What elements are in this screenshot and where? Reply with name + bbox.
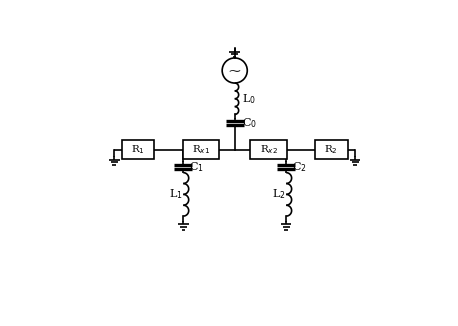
FancyBboxPatch shape (251, 140, 287, 159)
FancyBboxPatch shape (122, 140, 154, 159)
Text: R$_2$: R$_2$ (324, 143, 338, 156)
Text: R$_{x2}$: R$_{x2}$ (260, 143, 278, 156)
Text: L$_2$: L$_2$ (273, 187, 286, 201)
Text: R$_{x1}$: R$_{x1}$ (192, 143, 210, 156)
Text: C$_1$: C$_1$ (189, 160, 204, 174)
Text: ~: ~ (228, 62, 242, 79)
Text: L$_1$: L$_1$ (169, 187, 183, 201)
Text: C$_0$: C$_0$ (242, 116, 257, 130)
FancyBboxPatch shape (315, 140, 348, 159)
FancyBboxPatch shape (183, 140, 219, 159)
Text: R$_1$: R$_1$ (131, 143, 145, 156)
Text: C$_2$: C$_2$ (292, 160, 306, 174)
Text: L$_0$: L$_0$ (242, 92, 256, 106)
